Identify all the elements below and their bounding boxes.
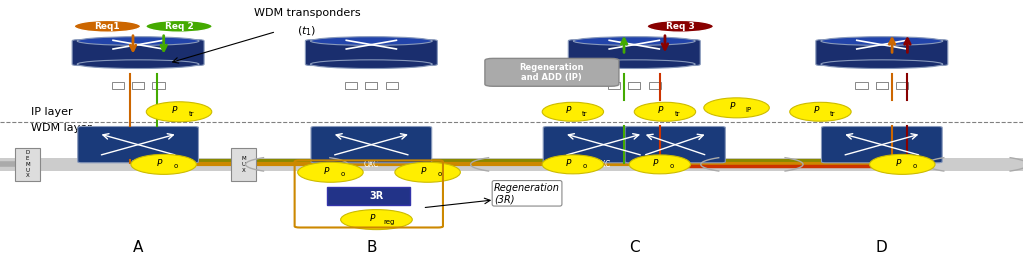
Text: tr: tr [188,111,194,117]
Ellipse shape [146,102,212,122]
Text: P: P [653,159,659,168]
Text: Req 3: Req 3 [666,22,695,31]
Ellipse shape [820,60,943,68]
Text: Regeneration
and ADD (IP): Regeneration and ADD (IP) [519,63,584,82]
FancyBboxPatch shape [543,127,664,163]
Ellipse shape [75,21,141,32]
Bar [365,82,377,89]
Text: D: D [876,240,888,255]
Ellipse shape [78,60,199,68]
Text: tr: tr [674,111,680,117]
Text: B: B [366,240,376,255]
FancyBboxPatch shape [821,127,942,163]
Bar [0,158,1023,171]
Bar [896,82,908,89]
Text: M
U
X: M U X [241,156,246,173]
Ellipse shape [146,21,213,32]
Ellipse shape [78,37,199,45]
Ellipse shape [542,155,604,174]
Text: D
E
M
U
X: D E M U X [26,150,30,179]
Text: o: o [341,171,345,177]
Bar [876,82,888,89]
Text: o: o [174,164,178,169]
Ellipse shape [648,21,714,32]
Bar [112,82,124,89]
Ellipse shape [298,162,363,182]
Bar [152,82,165,89]
Text: P: P [157,159,163,168]
Ellipse shape [395,162,460,182]
Ellipse shape [634,102,696,121]
Ellipse shape [341,210,412,230]
Ellipse shape [542,102,604,121]
FancyBboxPatch shape [625,127,725,163]
FancyBboxPatch shape [305,40,438,65]
Text: P: P [895,159,901,168]
FancyBboxPatch shape [485,58,619,86]
Ellipse shape [573,37,696,45]
Text: o: o [438,171,442,177]
Text: $(t_1)$: $(t_1)$ [298,25,316,38]
Ellipse shape [573,60,696,68]
Text: Regeneration
(3R): Regeneration (3R) [494,183,560,204]
Bar [132,82,144,89]
Bar [649,82,661,89]
Text: OXC: OXC [595,160,612,169]
Bar [608,82,620,89]
Ellipse shape [790,102,851,121]
Text: P: P [420,167,427,176]
Text: Req1: Req1 [94,22,121,31]
Text: o: o [583,164,587,169]
Text: OXC: OXC [667,160,683,169]
FancyBboxPatch shape [231,148,256,181]
Text: tr: tr [582,111,588,117]
Text: P: P [566,106,572,115]
Bar [345,82,357,89]
Text: P: P [172,106,178,115]
Bar [132,82,144,89]
FancyBboxPatch shape [311,127,432,163]
Ellipse shape [131,154,196,174]
Text: P: P [369,214,375,223]
Text: Req 2: Req 2 [165,22,193,31]
Text: OXC: OXC [874,160,890,169]
Text: tr: tr [830,111,836,117]
Ellipse shape [629,155,691,174]
Text: A: A [133,240,143,255]
Text: WDM transponders: WDM transponders [254,8,360,18]
Bar [386,82,398,89]
Text: P: P [658,106,664,115]
Text: P: P [323,167,329,176]
Bar [628,82,640,89]
Bar [855,82,868,89]
Text: WDM layer: WDM layer [31,123,91,133]
Bar [365,82,377,89]
Text: P: P [813,106,819,115]
Text: OXC: OXC [130,160,146,169]
FancyBboxPatch shape [816,40,947,65]
Ellipse shape [311,37,432,45]
FancyBboxPatch shape [327,187,410,205]
Bar [628,82,640,89]
Text: IP layer: IP layer [31,107,73,117]
Text: o: o [913,164,917,169]
Text: P: P [566,159,572,168]
FancyBboxPatch shape [569,40,700,65]
FancyBboxPatch shape [78,127,198,163]
Ellipse shape [704,98,769,118]
Ellipse shape [820,37,943,45]
Text: IP: IP [746,107,752,113]
Text: 3R: 3R [369,191,384,201]
Bar [876,82,888,89]
Text: P: P [729,102,736,111]
Ellipse shape [311,60,432,68]
FancyBboxPatch shape [15,148,40,181]
Text: reg: reg [383,219,395,225]
Text: OXC: OXC [363,160,380,169]
FancyBboxPatch shape [72,40,205,65]
Text: o: o [670,164,674,169]
Text: C: C [629,240,639,255]
Ellipse shape [870,154,935,174]
